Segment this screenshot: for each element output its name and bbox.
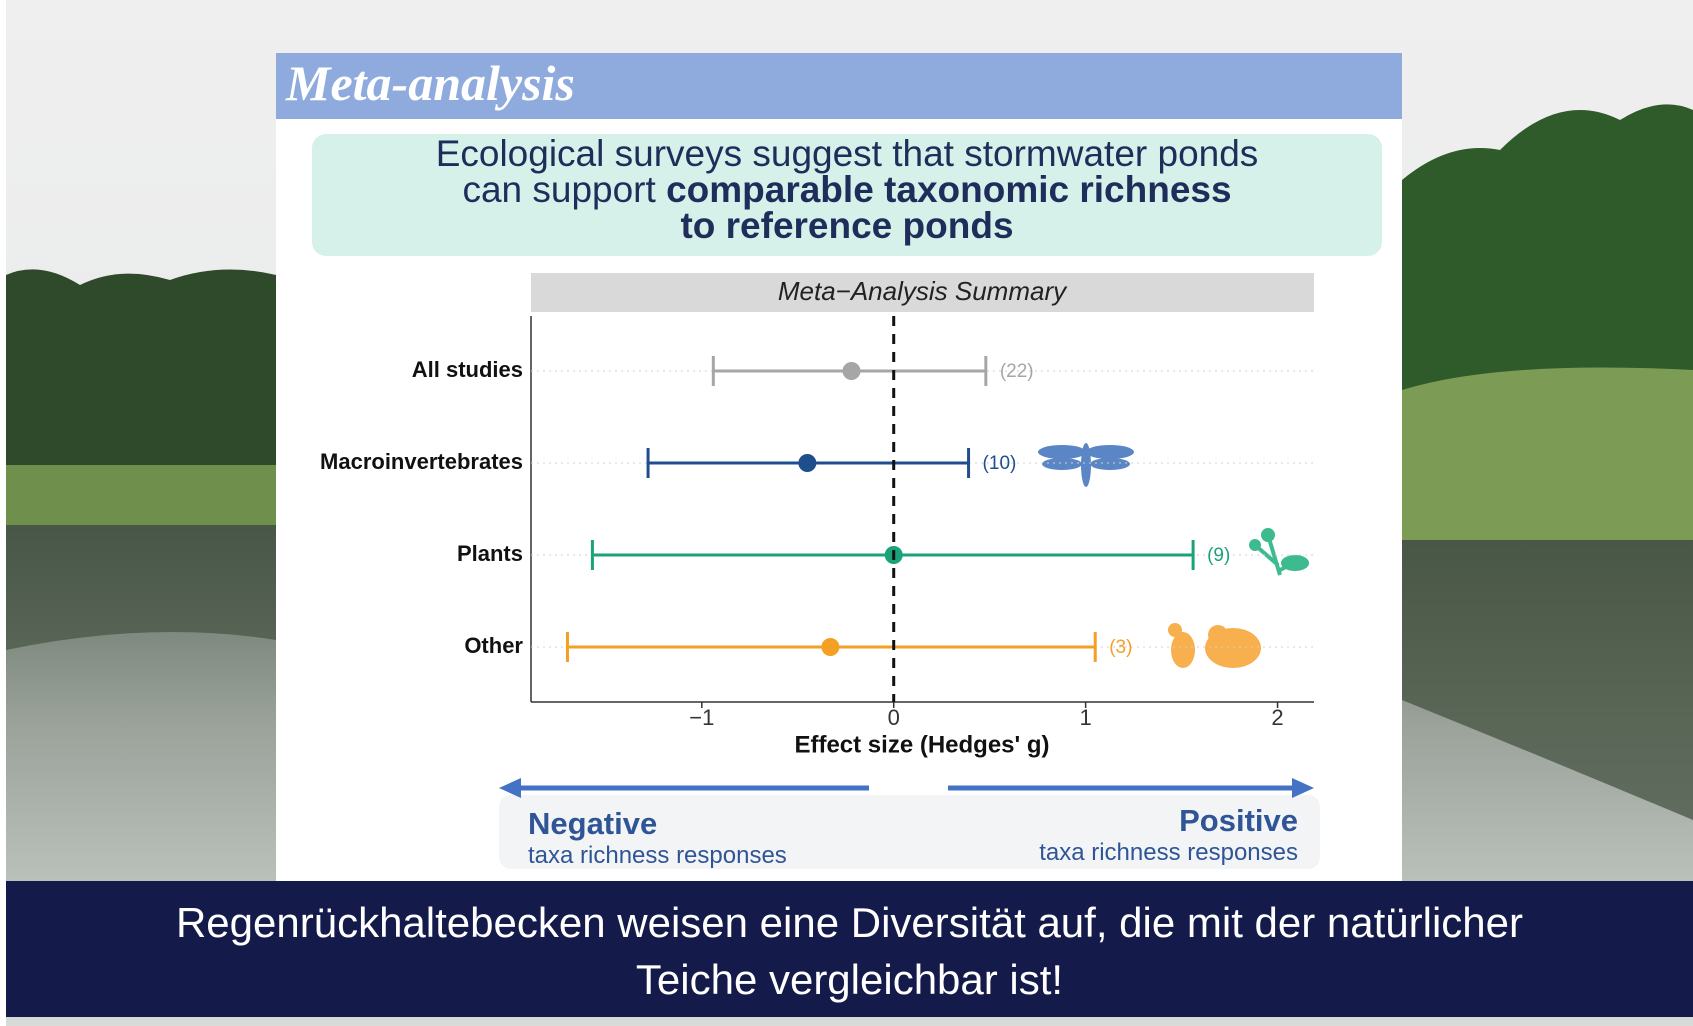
headline-line: Ecological surveys suggest that stormwat… xyxy=(312,136,1382,172)
slide: Meta−Analysis Summary Effect size (Hedge… xyxy=(0,0,1693,1026)
y-tick-label: Plants xyxy=(457,541,523,566)
chart-title: Meta−Analysis Summary xyxy=(778,276,1068,306)
headline-bold: comparable taxonomic richness xyxy=(666,169,1231,210)
caption-line: Teiche vergleichbar ist! xyxy=(6,951,1693,1008)
reeds-right xyxy=(1402,368,1693,541)
n-label: (9) xyxy=(1207,545,1230,566)
caption-line: Regenrückhaltebecken weisen eine Diversi… xyxy=(6,894,1693,951)
n-label: (3) xyxy=(1109,637,1132,658)
headline-line: to reference ponds xyxy=(312,208,1382,244)
slide-title: Meta-analysis xyxy=(286,54,575,112)
n-label: (22) xyxy=(1000,361,1034,382)
positive-label: Positive xyxy=(1179,803,1298,839)
y-tick-label: Macroinvertebrates xyxy=(320,449,523,474)
caption: Regenrückhaltebecken weisen eine Diversi… xyxy=(6,894,1693,1008)
n-label: (10) xyxy=(983,453,1017,474)
y-tick-label: Other xyxy=(464,633,523,658)
point-estimate xyxy=(821,638,839,656)
headline-text: can support xyxy=(462,169,655,210)
y-tick-label: All studies xyxy=(412,357,523,382)
trees-left xyxy=(6,269,276,465)
x-tick-label: −1 xyxy=(689,705,714,730)
reeds-left xyxy=(6,465,276,525)
point-estimate xyxy=(798,454,816,472)
x-tick-label: 0 xyxy=(888,705,900,730)
negative-label: Negative xyxy=(528,806,657,842)
headline: Ecological surveys suggest that stormwat… xyxy=(312,136,1382,244)
x-axis-title: Effect size (Hedges' g) xyxy=(794,731,1049,758)
negative-sub: taxa richness responses xyxy=(528,842,787,870)
x-tick-label: 1 xyxy=(1080,705,1092,730)
point-estimate xyxy=(842,362,860,380)
headline-line: can support comparable taxonomic richnes… xyxy=(312,172,1382,208)
reflection-left xyxy=(6,525,276,650)
positive-sub: taxa richness responses xyxy=(1039,839,1298,867)
x-tick-label: 2 xyxy=(1271,705,1283,730)
